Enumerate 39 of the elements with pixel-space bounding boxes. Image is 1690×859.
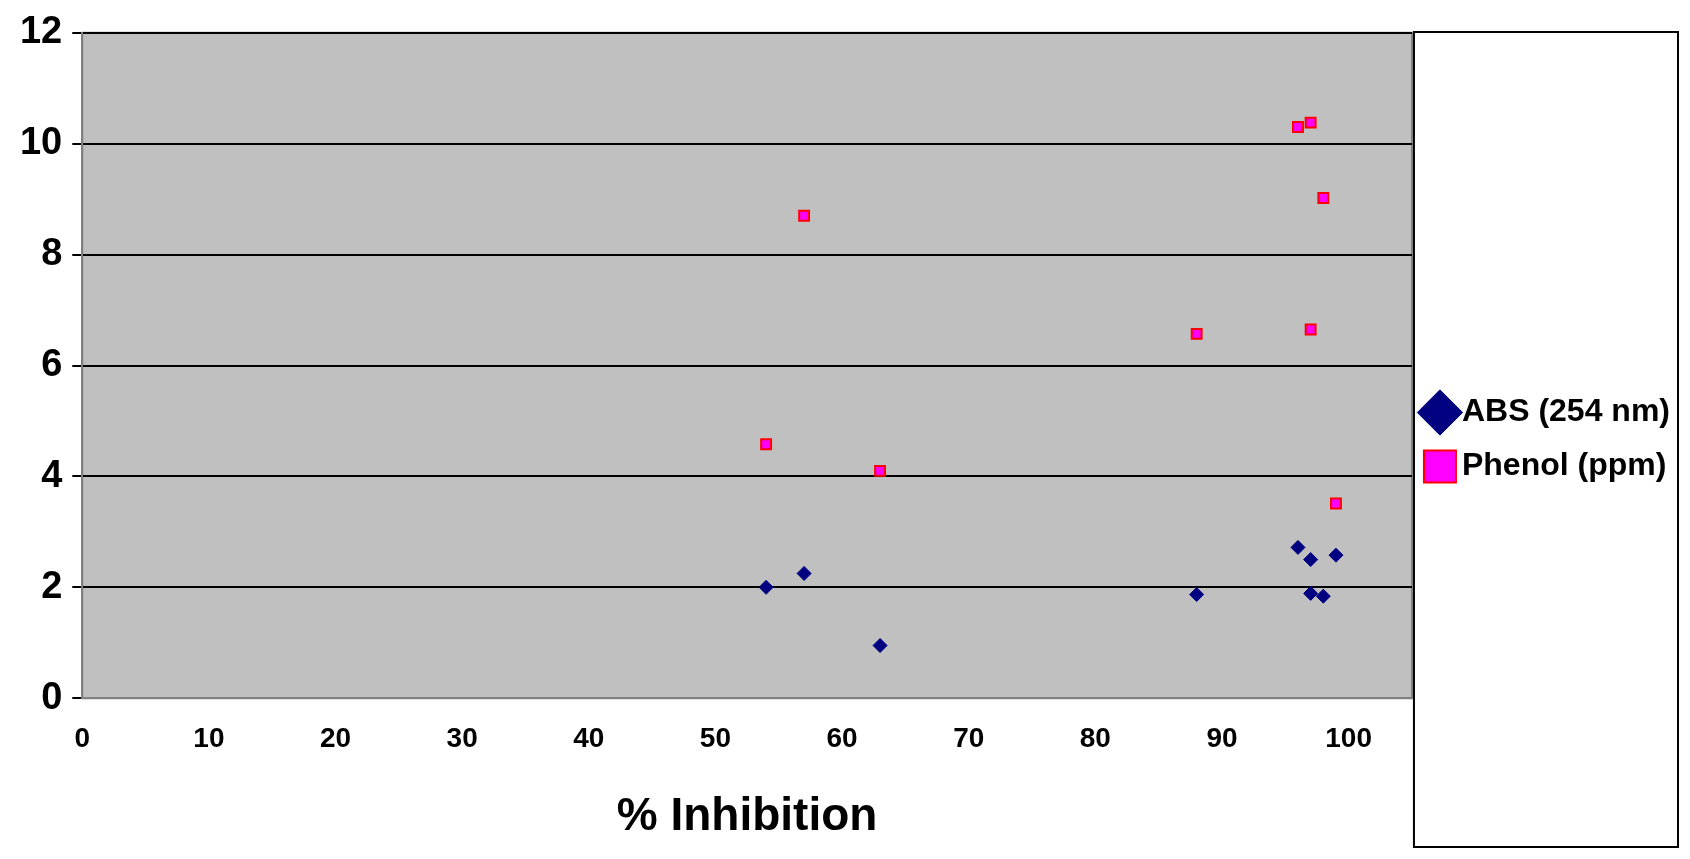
x-tick-label: 50 [699,721,732,753]
x-tick-label: 30 [446,721,478,753]
y-tick-label: 10 [19,120,63,163]
point [1304,116,1317,129]
x-axis-title: % Inhibition [616,788,878,841]
y-tick-label: 2 [41,563,63,606]
y-tick-label: 0 [41,674,63,717]
x-tick-label: 0 [74,721,91,753]
point [874,464,887,477]
y-tick-label: 12 [19,9,63,52]
x-tick-label: 60 [826,721,858,753]
point [1189,587,1205,603]
x-tick-label: 90 [1206,721,1238,753]
point [760,438,773,451]
x-tick-label: 20 [319,721,352,753]
x-tick-label: 100 [1325,721,1372,753]
x-tick-label: 70 [953,721,985,753]
point [1190,327,1203,340]
y-tick-label: 6 [41,341,63,384]
x-tick-label: 40 [573,721,605,753]
point [1292,121,1304,134]
point [1290,539,1306,555]
x-tick-label: 10 [193,721,225,753]
y-tick-label: 4 [41,452,63,495]
legend-label: Phenol (ppm) [1461,446,1667,483]
x-tick-label: 80 [1079,721,1111,753]
point [1303,552,1319,568]
point [1304,323,1317,336]
point [1330,497,1342,510]
point [872,638,888,654]
point [1315,588,1331,604]
point [758,579,774,595]
y-tick-label: 8 [41,231,63,274]
point [796,565,812,581]
legend-label: ABS (254 nm) [1461,392,1670,429]
point [798,209,811,222]
point [1317,192,1330,204]
point [1328,547,1344,563]
point [1303,585,1319,601]
